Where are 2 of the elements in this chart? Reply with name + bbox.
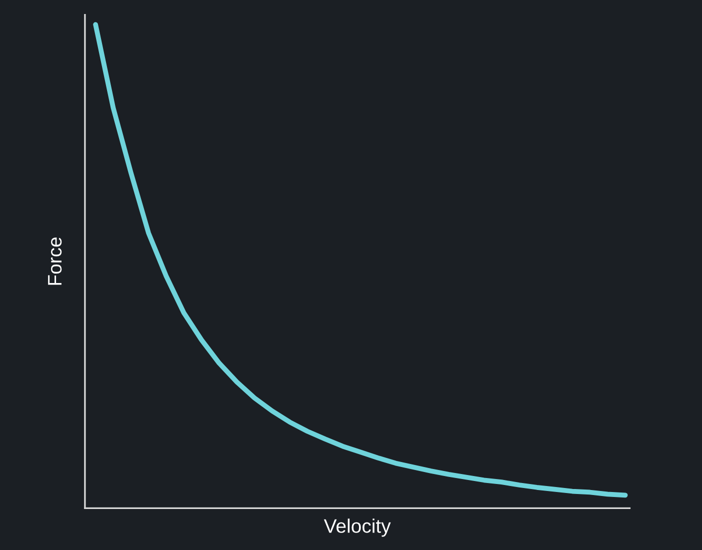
x-axis-title: Velocity xyxy=(324,518,391,537)
y-axis-title: Force xyxy=(48,238,62,285)
